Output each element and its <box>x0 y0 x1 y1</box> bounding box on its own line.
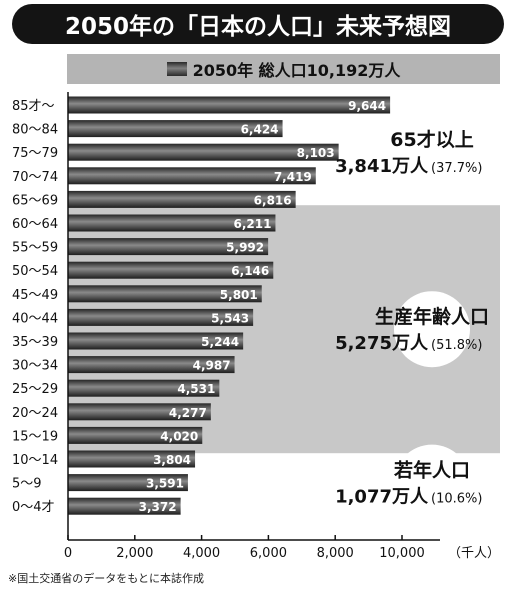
x-tick-label: 10,000 <box>379 546 425 561</box>
category-label: 50〜54 <box>12 264 58 279</box>
bar <box>68 497 181 515</box>
group-percent: (51.8%) <box>431 338 482 353</box>
category-label: 75〜79 <box>12 146 58 161</box>
group-name: 65才以上 <box>390 128 473 151</box>
group-circle <box>394 291 470 368</box>
bar <box>68 308 254 326</box>
group-total: 1,077万人 <box>335 487 429 508</box>
bar <box>68 379 220 397</box>
group-percent: (37.7%) <box>431 161 482 176</box>
category-label: 40〜44 <box>12 311 58 326</box>
bar <box>68 143 339 161</box>
legend-swatch <box>166 62 187 76</box>
bar-value-label: 5,244 <box>201 335 239 349</box>
bar-value-label: 5,543 <box>211 311 249 325</box>
bar-value-label: 4,987 <box>193 359 231 373</box>
bar-value-label: 3,372 <box>139 500 177 514</box>
bar <box>68 167 316 185</box>
bar-value-label: 6,146 <box>231 264 269 278</box>
category-label: 25〜29 <box>12 382 58 397</box>
bar <box>68 403 211 421</box>
group-total: 3,841万人 <box>335 156 429 177</box>
bar-value-label: 4,531 <box>177 382 215 396</box>
category-label: 10〜14 <box>12 453 58 468</box>
bar-value-label: 6,211 <box>233 217 271 231</box>
category-label: 0〜4才 <box>12 500 55 515</box>
category-label: 65〜69 <box>12 193 58 208</box>
bar <box>68 214 276 232</box>
chart-subtitle: 2050年 総人口10,192万人 <box>67 54 500 84</box>
bar <box>68 120 283 138</box>
category-label: 70〜74 <box>12 170 58 185</box>
bar-value-label: 5,992 <box>226 241 264 255</box>
bar-value-label: 8,103 <box>297 146 335 160</box>
group-name: 生産年齢人口 <box>375 305 489 328</box>
bar-value-label: 7,419 <box>274 170 312 184</box>
group-total: 5,275万人 <box>335 333 429 354</box>
category-label: 80〜84 <box>12 123 58 138</box>
bar <box>68 450 196 468</box>
bar <box>68 285 262 303</box>
bar <box>68 190 296 208</box>
category-label: 15〜19 <box>12 429 58 444</box>
bar-value-label: 3,804 <box>153 453 191 467</box>
category-label: 60〜64 <box>12 217 58 232</box>
chart-title-text: 2050年の「日本の人口」未来予想図 <box>64 14 451 40</box>
chart-title: 2050年の「日本の人口」未来予想図 <box>12 4 504 44</box>
category-label: 5〜9 <box>12 477 42 492</box>
source-footnote: ※国土交通省のデータをもとに本誌作成 <box>8 572 204 585</box>
bar-value-label: 3,591 <box>146 477 184 491</box>
bar <box>68 356 235 374</box>
group-name: 若年人口 <box>394 459 470 482</box>
bar <box>68 96 391 114</box>
chart-subtitle-text: 2050年 総人口10,192万人 <box>192 61 401 80</box>
bar <box>68 474 188 492</box>
x-axis-label: （千人） <box>448 546 500 561</box>
category-label: 45〜49 <box>12 288 58 303</box>
group-circle <box>394 444 470 521</box>
group-circle <box>394 114 470 191</box>
category-label: 35〜39 <box>12 335 58 350</box>
category-label: 20〜24 <box>12 406 58 421</box>
bar-value-label: 4,277 <box>169 406 207 420</box>
bar-value-label: 9,644 <box>348 99 386 113</box>
x-tick-label: 2,000 <box>116 546 153 561</box>
group-percent: (10.6%) <box>431 492 482 507</box>
bar <box>68 332 244 350</box>
bar-value-label: 6,816 <box>254 193 292 207</box>
x-tick-label: 8,000 <box>317 546 354 561</box>
bar <box>68 238 269 256</box>
x-tick-label: 6,000 <box>250 546 287 561</box>
category-label: 55〜59 <box>12 241 58 256</box>
category-label: 30〜34 <box>12 359 58 374</box>
x-tick-label: 0 <box>64 546 72 561</box>
x-tick-label: 4,000 <box>183 546 220 561</box>
bar <box>68 261 274 279</box>
bar-value-label: 6,424 <box>241 123 279 137</box>
bar <box>68 426 203 444</box>
bar-value-label: 5,801 <box>220 288 258 302</box>
category-label: 85才〜 <box>12 99 55 114</box>
bar-value-label: 4,020 <box>160 429 198 443</box>
